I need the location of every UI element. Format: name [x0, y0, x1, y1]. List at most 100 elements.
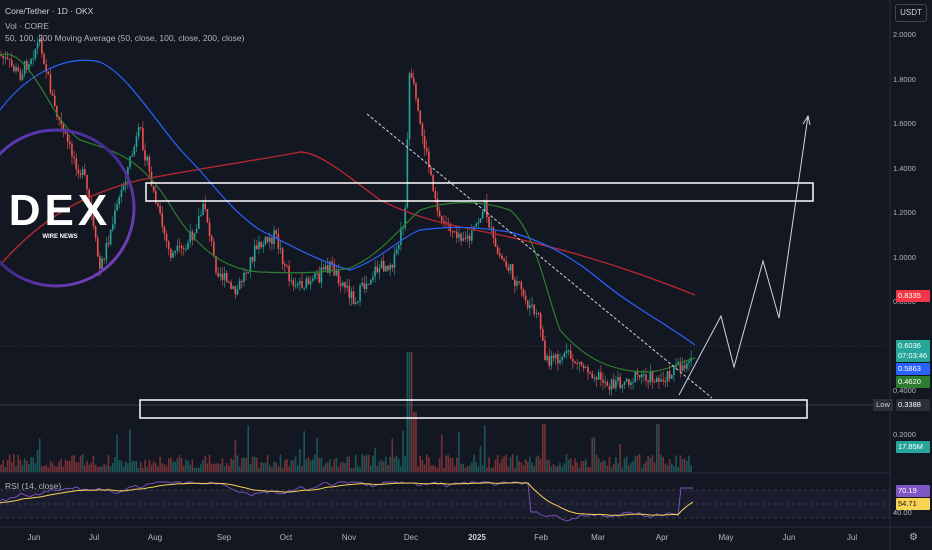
ma200-price-tag: 0.8335	[896, 290, 930, 302]
volume-bar	[585, 459, 587, 472]
volume-bar	[230, 458, 232, 472]
candle-body	[56, 105, 58, 117]
candle-body	[546, 356, 548, 360]
candle-body	[507, 266, 510, 271]
time-tick: Jul	[846, 533, 858, 542]
candle-body	[247, 271, 250, 274]
candle-body	[370, 279, 372, 285]
candle-body	[664, 380, 667, 382]
candle-body	[494, 238, 497, 247]
volume-bar	[191, 459, 194, 472]
volume-bar	[367, 454, 370, 472]
volume-bar	[288, 466, 290, 472]
volume-bar	[344, 463, 346, 472]
volume-bar	[170, 457, 172, 472]
volume-bar	[597, 458, 600, 472]
candle-body	[365, 284, 368, 290]
volume-bar	[28, 464, 30, 472]
candle-body	[535, 313, 538, 315]
candle-body	[514, 279, 516, 286]
volume-bar	[462, 463, 465, 472]
candle-body	[208, 222, 211, 236]
candle-body	[539, 313, 542, 330]
volume-bar	[84, 465, 86, 472]
candle-body	[109, 229, 112, 245]
volume-bar	[374, 447, 376, 472]
symbol-title[interactable]: Core/Tether · 1D · OKX	[5, 6, 94, 16]
volume-legend[interactable]: Vol · CORE	[5, 21, 49, 31]
volume-bar	[496, 454, 499, 472]
volume-bar	[505, 454, 508, 472]
candle-body	[492, 227, 495, 239]
volume-bar	[425, 454, 428, 472]
candle-body	[77, 169, 80, 174]
candle-body	[612, 379, 615, 389]
candle-body	[638, 375, 641, 378]
candle-body	[602, 379, 604, 383]
volume-bar	[438, 458, 441, 472]
rsi-line	[0, 481, 693, 522]
volume-bar	[404, 456, 406, 472]
volume-bar	[163, 464, 166, 472]
volume-bar	[580, 461, 583, 472]
candle-body	[445, 222, 447, 224]
volume-bar	[180, 458, 183, 472]
rsi-legend[interactable]: RSI (14, close)	[5, 481, 62, 491]
candle-body	[92, 215, 95, 227]
volume-bar	[234, 439, 237, 472]
candle-body	[53, 95, 56, 106]
candle-body	[13, 65, 15, 72]
volume-bar	[548, 459, 551, 472]
volume-bar	[314, 454, 316, 472]
volume-bar	[23, 458, 26, 472]
candle-body	[176, 245, 179, 251]
candle-body	[589, 372, 591, 374]
low-price-tag: 0.3388	[896, 399, 930, 411]
candle-body	[395, 249, 398, 254]
candle-body	[122, 185, 125, 190]
moving-average-legend[interactable]: 50, 100, 200 Moving Average (50, close, …	[5, 33, 245, 43]
candle-body	[559, 360, 561, 364]
volume-bar	[494, 459, 497, 472]
settings-gear-icon[interactable]: ⚙	[909, 532, 918, 543]
volume-bar	[352, 467, 355, 472]
candle-body	[131, 155, 133, 157]
candle-body	[430, 167, 432, 176]
volume-bar	[683, 458, 686, 472]
candle-body	[658, 377, 660, 382]
volume-bar	[357, 465, 359, 472]
candle-body	[170, 249, 172, 258]
time-tick: Aug	[147, 533, 163, 542]
candle-body	[524, 295, 527, 301]
currency-button[interactable]: USDT	[895, 4, 927, 22]
candle-body	[103, 258, 105, 260]
candle-body	[305, 278, 308, 288]
volume-bar	[509, 456, 512, 472]
candle-body	[26, 61, 28, 70]
candle-body	[610, 379, 613, 390]
volume-bar	[419, 456, 422, 472]
volume-bar	[651, 454, 654, 472]
volume-bar	[668, 458, 671, 472]
candle-body	[662, 379, 664, 381]
candle-body	[464, 238, 467, 240]
volume-bar	[632, 461, 634, 472]
candle-body	[673, 367, 675, 375]
candle-body	[260, 241, 262, 248]
volume-bar	[6, 460, 9, 472]
volume-bar	[565, 454, 568, 472]
volume-bar	[679, 455, 682, 472]
price-tick: 1.0000	[893, 252, 916, 262]
volume-bar	[550, 466, 553, 472]
last-price-tag: 0.6036	[896, 340, 930, 352]
time-tick: May	[718, 533, 734, 542]
volume-bar	[215, 463, 217, 472]
volume-bar	[329, 458, 331, 472]
candle-body	[600, 372, 602, 380]
candle-body	[617, 377, 619, 381]
volume-bar	[172, 461, 174, 472]
candle-body	[15, 67, 17, 72]
candle-body	[32, 58, 35, 60]
volume-bar	[552, 464, 555, 472]
